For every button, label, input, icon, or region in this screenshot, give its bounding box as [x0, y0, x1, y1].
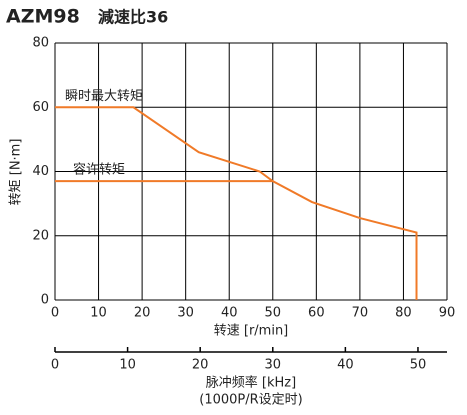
x-tick-label: 10 [90, 306, 107, 321]
series-line [55, 106, 418, 300]
y-tick-label: 40 [32, 164, 49, 179]
x2-tick-label: 0 [51, 358, 59, 373]
x-tick-label: 80 [395, 306, 412, 321]
x2-tick-label: 40 [337, 358, 354, 373]
x-tick-label: 20 [134, 306, 151, 321]
x-tick-label: 50 [265, 306, 282, 321]
chart-subtitle: 減速比36 [98, 8, 168, 27]
x-axis-label: 转速 [r/min] [214, 324, 289, 339]
x-tick-label: 60 [308, 306, 325, 321]
x-tick-label: 30 [177, 306, 194, 321]
y-tick-label: 20 [32, 228, 49, 243]
y-tick-label: 0 [41, 293, 49, 308]
x2-tick-label: 30 [265, 358, 282, 373]
x2-axis-label: 脉冲频率 [kHz] [206, 375, 296, 391]
x2-tick-label: 50 [410, 358, 427, 373]
x2-axis-label: (1000P/R设定时) [199, 393, 302, 408]
y-tick-label: 80 [32, 36, 49, 51]
series-label: 容许转矩 [73, 162, 125, 178]
y-tick-label: 60 [32, 100, 49, 115]
x-tick-label: 40 [221, 306, 238, 321]
series-label: 瞬时最大转矩 [65, 89, 143, 104]
x2-tick-label: 10 [119, 358, 136, 373]
x-tick-label: 70 [352, 306, 369, 321]
x-tick-label: 0 [51, 306, 59, 321]
x2-tick-label: 20 [192, 358, 209, 373]
x-tick-label: 90 [439, 306, 456, 321]
y-axis-label: 转矩 [N·m] [9, 139, 24, 206]
chart-title: AZM98 [6, 6, 80, 28]
